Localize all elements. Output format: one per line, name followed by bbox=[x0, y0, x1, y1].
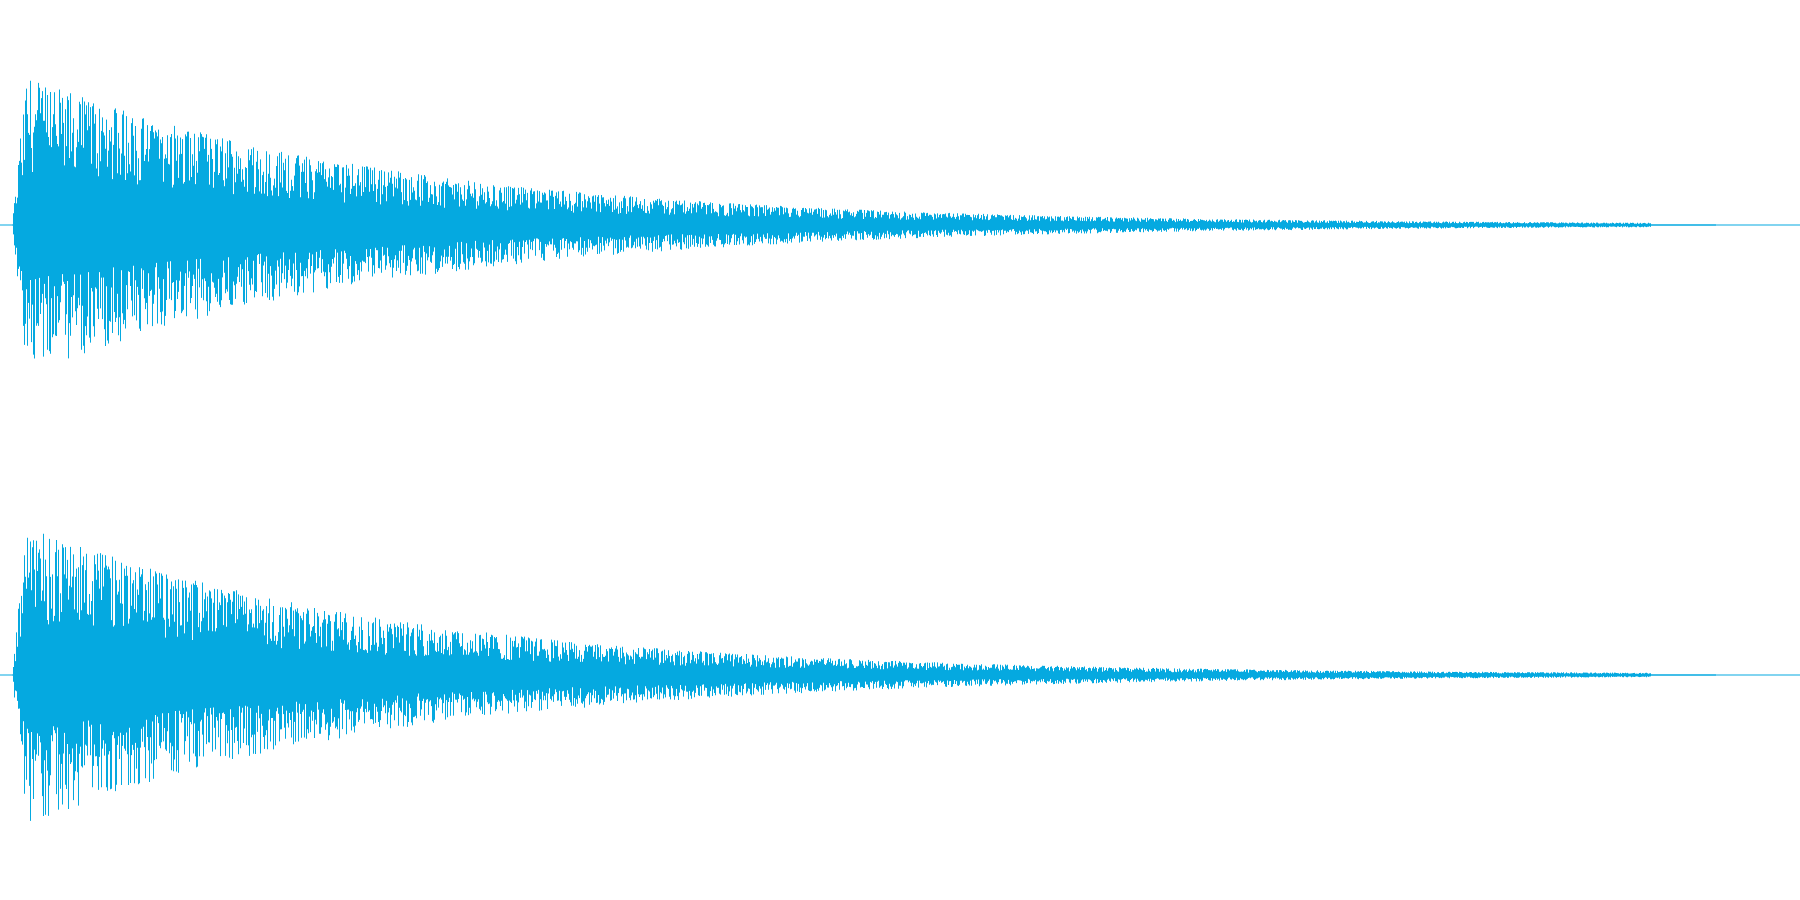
waveform-channel-2 bbox=[0, 533, 1800, 821]
waveform-signal-1 bbox=[12, 80, 1716, 359]
waveform-channel-1 bbox=[0, 80, 1800, 359]
waveform-signal-2 bbox=[12, 533, 1716, 821]
